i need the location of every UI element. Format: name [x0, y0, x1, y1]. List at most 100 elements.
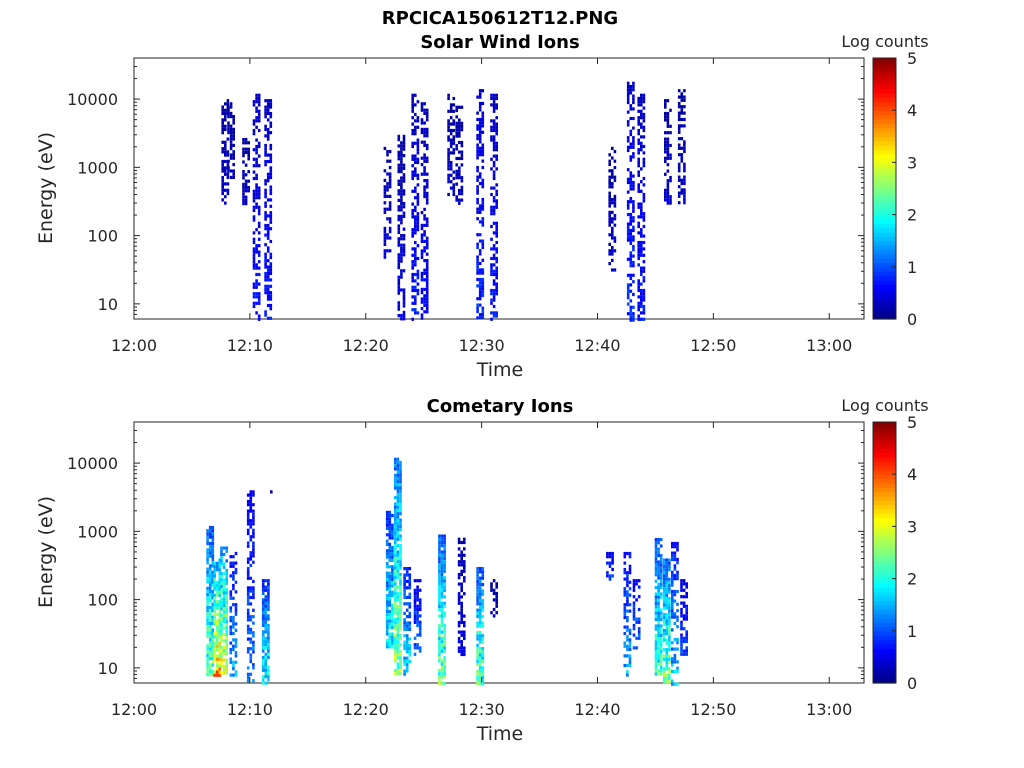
data-pixel [213, 606, 216, 610]
data-pixel [481, 309, 485, 314]
data-pixel [267, 591, 270, 596]
data-pixel [628, 587, 632, 591]
data-pixel [414, 256, 417, 261]
data-pixel [680, 643, 683, 647]
data-pixel [680, 627, 683, 631]
data-pixel [255, 244, 258, 248]
data-pixel [405, 669, 409, 673]
data-pixel [405, 602, 409, 606]
data-pixel [481, 207, 485, 211]
data-pixel [397, 214, 401, 218]
data-pixel [208, 525, 212, 530]
data-pixel [626, 145, 630, 149]
data-pixel [492, 288, 496, 293]
data-pixel [252, 148, 256, 152]
data-pixel [677, 101, 681, 106]
data-pixel [206, 609, 209, 613]
data-pixel [208, 529, 212, 533]
data-pixel [227, 169, 230, 173]
data-pixel [423, 246, 426, 250]
data-pixel [397, 224, 401, 228]
data-pixel [252, 509, 255, 513]
data-pixel [222, 572, 226, 576]
data-pixel [218, 641, 222, 645]
data-pixel [423, 108, 426, 112]
data-pixel [637, 288, 640, 293]
data-pixel [640, 180, 643, 184]
data-pixel [252, 304, 256, 309]
data-pixel [411, 109, 414, 113]
data-pixel [642, 288, 646, 293]
data-pixel [626, 232, 630, 236]
data-pixel [669, 195, 672, 199]
data-pixel [206, 589, 209, 594]
data-pixel [396, 611, 400, 615]
data-pixel [492, 170, 496, 174]
data-pixel [255, 266, 258, 270]
cometary-ions-title: Cometary Ions [427, 396, 574, 417]
data-pixel [411, 176, 414, 181]
data-pixel [229, 609, 233, 613]
data-pixel [267, 668, 270, 672]
data-pixel [222, 604, 226, 608]
data-pixel [629, 196, 633, 201]
data-pixel [677, 117, 681, 122]
data-pixel [396, 560, 400, 564]
data-pixel [680, 178, 684, 182]
data-pixel [626, 88, 630, 92]
data-pixel [215, 619, 219, 623]
data-pixel [403, 640, 406, 644]
data-pixel [206, 535, 209, 539]
data-pixel [211, 564, 215, 568]
data-pixel [220, 664, 223, 669]
data-pixel [411, 276, 414, 280]
data-pixel [213, 622, 216, 626]
data-pixel [264, 108, 267, 112]
data-pixel [495, 256, 498, 261]
data-pixel [632, 174, 635, 178]
data-pixel [666, 131, 670, 135]
data-pixel [665, 574, 669, 578]
data-pixel [632, 228, 635, 233]
data-pixel [246, 589, 250, 593]
data-pixel [626, 644, 629, 648]
data-pixel [246, 647, 250, 651]
data-pixel [632, 235, 635, 239]
colorbar-segment [873, 92, 896, 98]
data-pixel [657, 598, 660, 602]
data-pixel [264, 665, 268, 669]
data-pixel [385, 603, 389, 607]
data-pixel [246, 650, 250, 654]
data-pixel [683, 201, 686, 205]
data-pixel [669, 143, 672, 148]
data-pixel [492, 292, 496, 296]
data-pixel [388, 178, 392, 182]
colorbar-segment [873, 582, 896, 588]
data-pixel [269, 131, 273, 135]
data-pixel [220, 600, 223, 605]
data-pixel [255, 164, 258, 168]
data-pixel [414, 128, 417, 133]
data-pixel [213, 670, 216, 674]
data-pixel [399, 598, 402, 602]
data-pixel [257, 116, 261, 120]
data-pixel [264, 153, 267, 157]
data-pixel [443, 566, 446, 570]
data-pixel [408, 567, 412, 571]
data-pixel [242, 202, 245, 206]
data-pixel [481, 659, 485, 663]
data-pixel [213, 568, 216, 572]
data-pixel [666, 115, 670, 119]
data-pixel [208, 618, 212, 622]
data-pixel [252, 522, 255, 526]
data-pixel [492, 196, 496, 200]
data-pixel [208, 583, 212, 587]
data-pixel [476, 207, 479, 211]
data-pixel [266, 259, 270, 263]
data-pixel [411, 202, 414, 206]
data-pixel [476, 255, 479, 259]
data-pixel [211, 653, 215, 658]
data-pixel [626, 81, 630, 85]
data-pixel [411, 122, 414, 126]
data-pixel [229, 660, 233, 664]
